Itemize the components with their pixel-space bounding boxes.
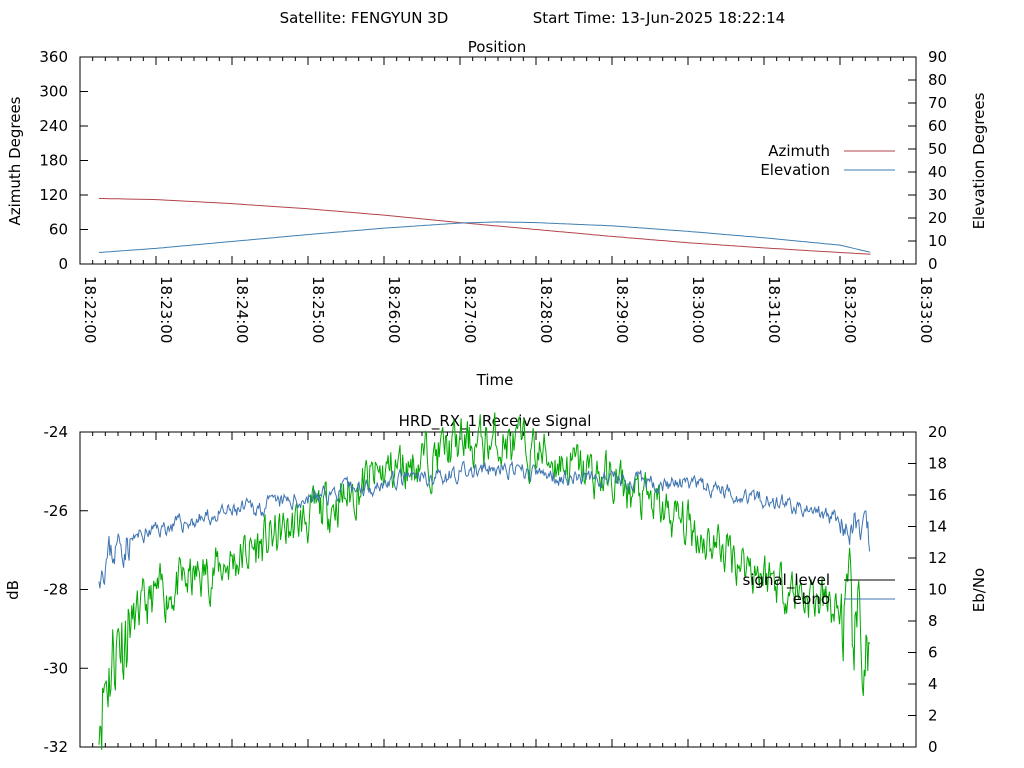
x-tick-label: 18:29:00 [613, 276, 631, 343]
position-y2-tick-label: 50 [928, 140, 947, 158]
x-tick-label: 18:30:00 [689, 276, 707, 343]
x-tick-label: 18:31:00 [765, 276, 783, 343]
position-y2-tick-label: 80 [928, 71, 947, 89]
position-y2-tick-label: 0 [928, 255, 938, 273]
position-y-tick-label: 120 [39, 186, 68, 204]
position-plot: 18:22:00 18:23:00 18:24:00 18:25:00 18:26:00… [39, 48, 947, 343]
signal-y2-tick-label: 10 [928, 581, 947, 599]
signal-plot: -24 -26 -28 -30 -32 0 2 4 6 8 10 12 14 16 18 20 signal_l… [44, 412, 947, 756]
start-time-label: Start Time: 13-Jun-2025 18:22:14 [533, 9, 785, 27]
signal-y-tick-label: -28 [44, 581, 69, 599]
position-y2-tick-label: 40 [928, 163, 947, 181]
x-tick-label: 18:24:00 [233, 276, 251, 343]
signal-y2-tick-label: 20 [928, 423, 947, 441]
legend-signal_level-label: signal_level [742, 571, 830, 590]
position-y2-tick-label: 10 [928, 232, 947, 250]
signal-y2-axis-label: Eb/No [970, 568, 988, 612]
ebno-line [98, 460, 871, 589]
position-chart-title: Position [468, 38, 526, 56]
position-y-tick-label: 60 [49, 221, 68, 239]
position-y2-tick-label: 20 [928, 209, 947, 227]
legend-ebno-label: ebno [793, 590, 830, 608]
signal-y-tick-label: -24 [44, 423, 69, 441]
position-y2-tick-label: 70 [928, 94, 947, 112]
legend-azimuth-label: Azimuth [768, 142, 830, 160]
position-y-axis-label: Azimuth Degrees [6, 96, 24, 225]
position-y2-tick-label: 30 [928, 186, 947, 204]
position-y2-tick-label: 90 [928, 48, 947, 66]
signal-y-tick-label: -30 [44, 659, 69, 677]
signal-y2-tick-label: 4 [928, 675, 938, 693]
x-tick-label: 18:27:00 [461, 276, 479, 343]
position-y2-tick-label: 60 [928, 117, 947, 135]
signal-y-axis-label: dB [4, 580, 22, 600]
signal-green-line [98, 412, 871, 750]
x-tick-label: 18:33:00 [917, 276, 935, 343]
signal-y-tick-label: -32 [44, 738, 69, 756]
signal-y2-tick-label: 14 [928, 518, 947, 536]
position-x-axis-label: Time [476, 371, 514, 389]
signal-y2-tick-label: 0 [928, 738, 938, 756]
legend-elevation-label: Elevation [760, 161, 830, 179]
position-y-tick-label: 360 [39, 48, 68, 66]
x-tick-label: 18:22:00 [81, 276, 99, 343]
position-y-tick-label: 300 [39, 83, 68, 101]
signal-y-tick-label: -26 [44, 502, 69, 520]
azimuth-line [98, 197, 871, 255]
position-y-tick-label: 0 [58, 255, 68, 273]
position-y-tick-label: 240 [39, 117, 68, 135]
satellite-label: Satellite: FENGYUN 3D [280, 9, 449, 27]
signal-y2-tick-label: 2 [928, 707, 938, 725]
x-tick-label: 18:32:00 [841, 276, 859, 343]
signal-y2-tick-label: 18 [928, 455, 947, 473]
x-tick-label: 18:26:00 [385, 276, 403, 343]
signal-y2-tick-label: 16 [928, 486, 947, 504]
signal-y2-tick-label: 8 [928, 612, 938, 630]
x-tick-label: 18:23:00 [157, 276, 175, 343]
position-y2-axis-label: Elevation Degrees [970, 92, 988, 229]
x-tick-label: 18:25:00 [309, 276, 327, 343]
x-tick-label: 18:28:00 [537, 276, 555, 343]
elevation-line [98, 221, 871, 253]
signal-y2-tick-label: 6 [928, 644, 938, 662]
position-y-tick-label: 180 [39, 152, 68, 170]
signal-y2-tick-label: 12 [928, 549, 947, 567]
